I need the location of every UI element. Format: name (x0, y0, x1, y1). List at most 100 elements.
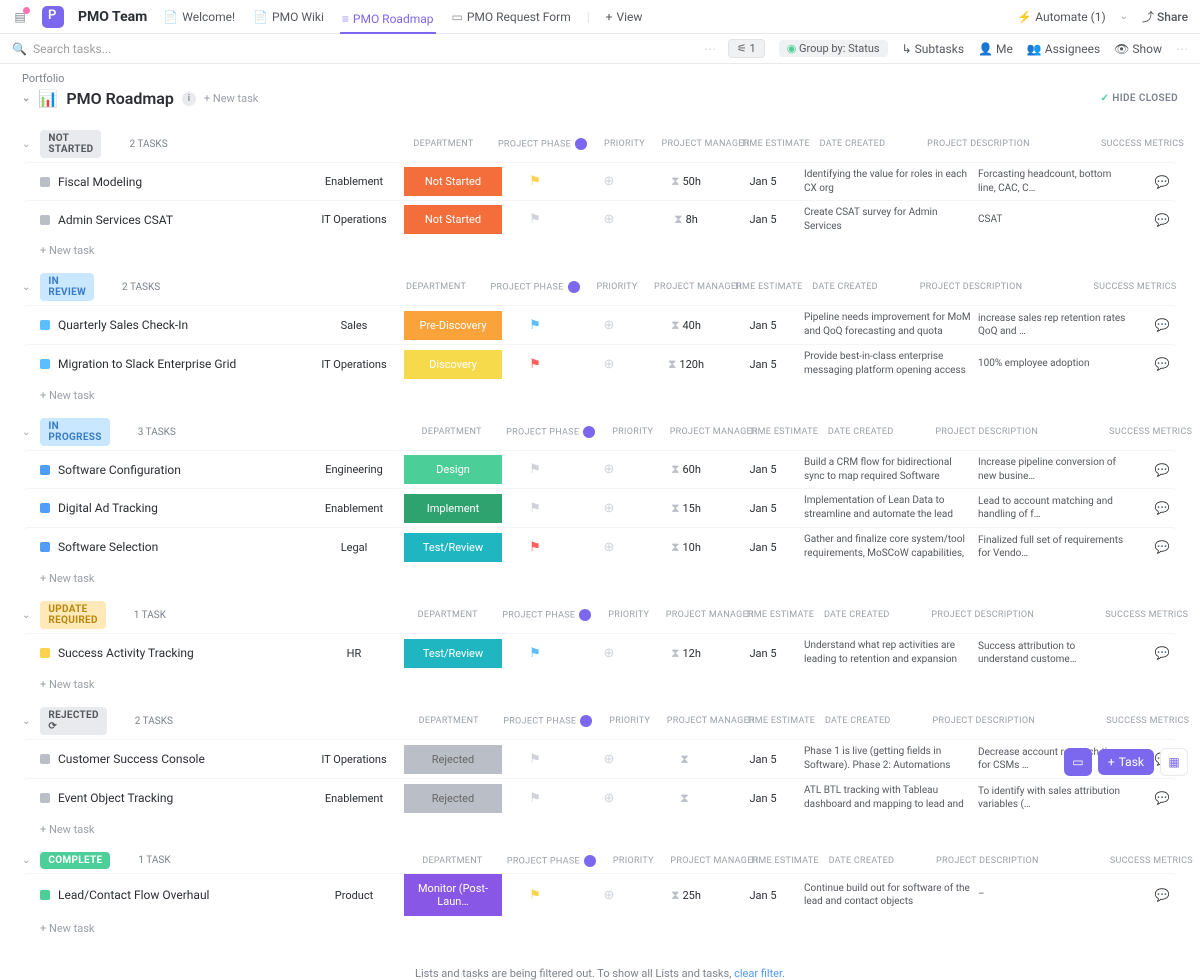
col-est[interactable]: TIME ESTIMATE (745, 716, 817, 726)
status-chip[interactable]: COMPLETE (40, 852, 110, 869)
time-est[interactable]: ⧗ (650, 791, 722, 806)
col-phase[interactable]: PROJECT PHASE (502, 609, 592, 621)
task-row[interactable]: Quarterly Sales Check-In Sales Pre-Disco… (22, 305, 1178, 344)
dept-cell[interactable]: Sales (304, 319, 404, 332)
task-row[interactable]: Customer Success Console IT Operations R… (22, 739, 1178, 778)
col-dept[interactable]: DEPARTMENT (393, 139, 493, 149)
project-desc[interactable]: Identifying the value for roles in each … (804, 168, 974, 195)
col-metrics[interactable]: SUCCESS METRICS (1072, 610, 1200, 620)
priority-flag-icon[interactable]: ⚑ (529, 752, 541, 767)
new-task-link[interactable]: + New task (22, 566, 1178, 589)
col-pm[interactable]: PROJECT MANAGER (667, 716, 741, 726)
dept-cell[interactable]: Product (304, 889, 404, 902)
task-row[interactable]: Fiscal Modeling Enablement Not Started ⚑… (22, 162, 1178, 200)
col-created[interactable]: DATE CREATED (824, 856, 898, 866)
col-desc[interactable]: PROJECT DESCRIPTION (898, 610, 1068, 620)
search-input[interactable]: 🔍 Search tasks... (12, 42, 704, 56)
filter-count-pill[interactable]: ⚟ 1 (728, 39, 765, 58)
new-task-link[interactable]: + New task (22, 383, 1178, 406)
new-task-link[interactable]: + New task (22, 916, 1178, 939)
success-metrics[interactable]: Lead to account matching and handling of… (978, 495, 1128, 522)
task-row[interactable]: Success Activity Tracking HR Test/Review… (22, 633, 1178, 672)
col-priority[interactable]: PRIORITY (584, 282, 650, 292)
col-metrics[interactable]: SUCCESS METRICS (1076, 427, 1200, 437)
time-est[interactable]: ⧗12h (650, 646, 722, 661)
project-desc[interactable]: Pipeline needs improvement for MoM and Q… (804, 311, 974, 339)
new-task-link[interactable]: + New task (22, 672, 1178, 695)
status-square-icon[interactable] (40, 465, 50, 475)
task-title[interactable]: Software Selection (58, 540, 158, 554)
comment-button[interactable]: 💬 (1132, 357, 1192, 371)
assignee-slot[interactable]: ⊕ (572, 752, 646, 767)
col-pm[interactable]: PROJECT MANAGER (670, 856, 744, 866)
comment-button[interactable]: 💬 (1132, 463, 1192, 477)
priority-flag-icon[interactable]: ⚑ (529, 540, 541, 555)
col-desc[interactable]: PROJECT DESCRIPTION (886, 282, 1056, 292)
assignee-slot[interactable]: ⊕ (572, 462, 646, 477)
chevron-down-icon[interactable]: ⌄ (1120, 11, 1128, 22)
dept-cell[interactable]: IT Operations (304, 213, 404, 226)
tab-welcome[interactable]: 📄Welcome! (161, 4, 237, 30)
col-priority[interactable]: PRIORITY (591, 139, 657, 149)
notepad-button[interactable]: ▭ (1064, 748, 1092, 776)
priority-flag-icon[interactable]: ⚑ (529, 646, 541, 661)
phase-cell[interactable]: Monitor (Post-Laun… (404, 874, 502, 916)
priority-flag-icon[interactable]: ⚑ (529, 318, 541, 333)
comment-button[interactable]: 💬 (1132, 791, 1192, 805)
priority-flag-icon[interactable]: ⚑ (529, 888, 541, 903)
priority-flag-icon[interactable]: ⚑ (529, 212, 541, 227)
status-square-icon[interactable] (40, 793, 50, 803)
status-chip[interactable]: REJECTED ⟳ (40, 707, 106, 735)
status-square-icon[interactable] (40, 542, 50, 552)
status-square-icon[interactable] (40, 177, 50, 187)
collapse-icon[interactable]: ⌄ (22, 282, 30, 293)
time-est[interactable]: ⧗50h (650, 174, 722, 189)
project-desc[interactable]: ATL BTL tracking with Tableau dashboard … (804, 784, 974, 812)
collapse-icon[interactable]: ⌄ (22, 427, 30, 438)
project-desc[interactable]: Gather and finalize core system/tool req… (804, 533, 974, 561)
dept-cell[interactable]: Engineering (304, 463, 404, 476)
assignee-slot[interactable]: ⊕ (572, 501, 646, 516)
time-est[interactable]: ⧗ (650, 752, 722, 767)
col-priority[interactable]: PRIORITY (597, 716, 663, 726)
status-chip[interactable]: IN REVIEW (40, 273, 94, 301)
priority-flag-icon[interactable]: ⚑ (529, 501, 541, 516)
project-desc[interactable]: Build a CRM flow for bidirectional sync … (804, 456, 974, 483)
status-square-icon[interactable] (40, 648, 50, 658)
assignee-slot[interactable]: ⊕ (572, 540, 646, 555)
priority-flag-icon[interactable]: ⚑ (529, 357, 541, 372)
col-pm[interactable]: PROJECT MANAGER (666, 610, 740, 620)
dept-cell[interactable]: Legal (304, 541, 404, 554)
info-icon[interactable]: i (182, 92, 196, 106)
show-button[interactable]: 👁 Show (1114, 42, 1162, 56)
assignees-button[interactable]: 👥 Assignees (1027, 42, 1100, 56)
hide-closed-toggle[interactable]: HIDE CLOSED (1101, 93, 1178, 104)
new-task-link[interactable]: + New task (22, 238, 1178, 261)
col-est[interactable]: TIME ESTIMATE (739, 139, 811, 149)
task-row[interactable]: Software Selection Legal Test/Review ⚑ ⊕… (22, 527, 1178, 566)
col-phase[interactable]: PROJECT PHASE (506, 855, 596, 867)
collapse-icon[interactable]: ⌄ (22, 855, 30, 866)
col-pm[interactable]: PROJECT MANAGER (670, 427, 744, 437)
col-created[interactable]: DATE CREATED (808, 282, 882, 292)
project-desc[interactable]: Continue build out for software of the l… (804, 882, 974, 909)
col-est[interactable]: TIME ESTIMATE (744, 610, 816, 620)
apps-button[interactable]: ▦ (1160, 748, 1188, 776)
task-title[interactable]: Digital Ad Tracking (58, 501, 158, 515)
col-desc[interactable]: PROJECT DESCRIPTION (899, 716, 1069, 726)
comment-button[interactable]: 💬 (1132, 213, 1192, 227)
assignee-slot[interactable]: ⊕ (572, 646, 646, 661)
time-est[interactable]: ⧗8h (650, 212, 722, 227)
col-metrics[interactable]: SUCCESS METRICS (1060, 282, 1200, 292)
project-desc[interactable]: Provide best-in-class enterprise messagi… (804, 350, 974, 378)
col-phase[interactable]: PROJECT PHASE (490, 281, 580, 293)
success-metrics[interactable]: CSAT (978, 213, 1128, 227)
col-est[interactable]: TIME ESTIMATE (732, 282, 804, 292)
col-pm[interactable]: PROJECT MANAGER (661, 139, 735, 149)
col-dept[interactable]: DEPARTMENT (399, 716, 499, 726)
phase-cell[interactable]: Rejected (404, 745, 502, 774)
task-title[interactable]: Admin Services CSAT (58, 213, 173, 227)
col-created[interactable]: DATE CREATED (815, 139, 889, 149)
add-view-button[interactable]: +View (604, 4, 645, 30)
task-row[interactable]: Admin Services CSAT IT Operations Not St… (22, 200, 1178, 238)
